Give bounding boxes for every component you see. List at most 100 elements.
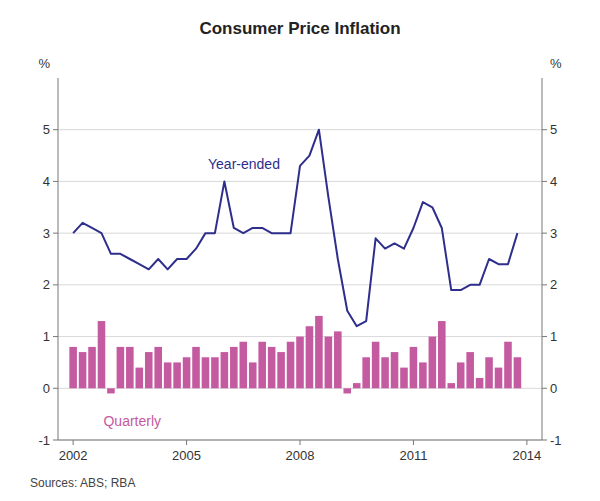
x-tick-label: 2005: [172, 448, 201, 463]
y2-axis-line: [542, 78, 543, 440]
y2-tick-label: 5: [550, 122, 557, 137]
bar: [240, 342, 248, 389]
y2-tick-label: 3: [550, 226, 557, 241]
x-tick-label: 2014: [512, 448, 541, 463]
y2-tick: [542, 388, 547, 389]
line: [73, 130, 517, 327]
bar: [79, 352, 87, 388]
grid-line: [58, 233, 542, 234]
bar: [495, 368, 503, 389]
bar: [287, 342, 295, 389]
bar: [258, 342, 266, 389]
y-tick-label: 0: [43, 381, 50, 396]
y-tick: [53, 388, 58, 389]
bar: [230, 347, 238, 388]
y2-tick-label: 1: [550, 329, 557, 344]
bar: [447, 383, 455, 388]
x-tick: [413, 440, 414, 445]
bar: [476, 378, 484, 388]
x-tick-label: 2011: [399, 448, 427, 463]
axes: 2002 2005 2008 2011 2014 -1 0 1 2 3 4 5 -1 0 1 2 3 4 5%%: [38, 56, 562, 463]
bar: [466, 352, 474, 388]
bar: [429, 337, 437, 389]
y-tick: [53, 129, 58, 130]
marks: [69, 130, 521, 394]
bar: [268, 347, 276, 388]
bar: [315, 316, 323, 388]
bar: [211, 357, 219, 388]
bar: [221, 352, 229, 388]
bar: [485, 357, 493, 388]
y2-tick: [542, 440, 547, 441]
series-label: Year-ended: [208, 156, 280, 172]
y-tick-label: 2: [43, 277, 50, 292]
bar: [296, 337, 304, 389]
y2-tick: [542, 336, 547, 337]
x-tick: [300, 440, 301, 445]
bar: [249, 362, 257, 388]
bar: [107, 388, 115, 393]
x-tick: [526, 440, 527, 445]
y-tick-label: 5: [43, 122, 50, 137]
bar: [400, 368, 408, 389]
y-tick-label: 1: [43, 329, 50, 344]
bar: [372, 342, 380, 389]
bar: [504, 342, 512, 389]
bar: [343, 388, 351, 393]
chart-container: Consumer Price Inflation2002200520082011…: [0, 0, 600, 501]
bar: [353, 383, 361, 388]
y-tick-label: 3: [43, 226, 50, 241]
y2-tick: [542, 233, 547, 234]
title: Consumer Price Inflation: [199, 19, 400, 38]
series-label: Quarterly: [103, 413, 161, 429]
bar-series: [69, 316, 521, 394]
bar: [381, 357, 389, 388]
bar: [164, 362, 172, 388]
bar: [145, 352, 153, 388]
bar: [514, 357, 522, 388]
bar: [183, 357, 191, 388]
bar: [117, 347, 125, 388]
y2-tick-label: 4: [550, 174, 557, 189]
grid-line: [58, 181, 542, 182]
source: Sources: ABS; RBA: [30, 476, 135, 490]
background: [0, 0, 600, 501]
y-tick-label: -1: [38, 433, 50, 448]
bar: [154, 347, 162, 388]
y2-tick-label: -1: [550, 433, 562, 448]
y-axis-line: [58, 78, 59, 440]
x-tick-label: 2002: [59, 448, 88, 463]
y-tick-label: 4: [43, 174, 50, 189]
chart: Consumer Price Inflation2002200520082011…: [0, 0, 600, 501]
bar: [334, 331, 342, 388]
y-tick: [53, 284, 58, 285]
bar: [88, 347, 96, 388]
x-tick: [73, 440, 74, 445]
bar: [410, 347, 418, 388]
bar: [173, 362, 181, 388]
bar: [306, 326, 314, 388]
y2-tick: [542, 129, 547, 130]
x-tick: [186, 440, 187, 445]
x-tick-label: 2008: [286, 448, 315, 463]
y2-tick-label: 0: [550, 381, 557, 396]
bar: [69, 347, 77, 388]
grid: [58, 130, 542, 440]
bar: [438, 321, 446, 388]
bar: [419, 362, 427, 388]
bar: [277, 352, 285, 388]
y-tick: [53, 181, 58, 182]
y2-axis-label: %: [550, 56, 562, 71]
bar: [457, 362, 465, 388]
bar: [362, 357, 370, 388]
grid-line: [58, 129, 542, 130]
bar: [126, 347, 134, 388]
y2-tick-label: 2: [550, 277, 557, 292]
y2-tick: [542, 181, 547, 182]
y-axis-label: %: [38, 56, 50, 71]
bar: [325, 337, 333, 389]
y-tick: [53, 440, 58, 441]
y-tick: [53, 336, 58, 337]
y-tick: [53, 233, 58, 234]
bar: [192, 347, 200, 388]
